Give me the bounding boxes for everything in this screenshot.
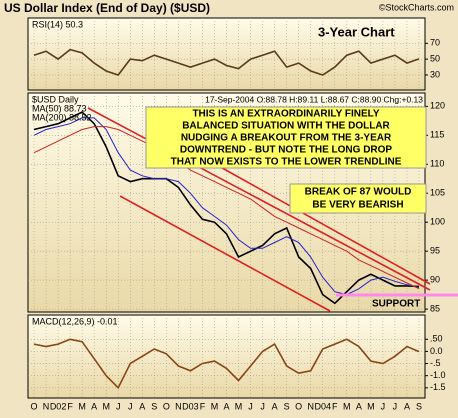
- x-tick-label: D03: [182, 401, 199, 411]
- legend-entry: MA(50) 88.73: [32, 103, 87, 113]
- x-tick-label: J: [248, 401, 253, 411]
- y-tick-label: 70: [430, 38, 440, 48]
- x-tick-label: J: [393, 401, 398, 411]
- support-label: SUPPORT: [372, 299, 420, 310]
- y-tick-label: 100: [430, 217, 445, 227]
- x-tick-label: N: [43, 401, 50, 411]
- trendline: [87, 107, 431, 291]
- trendline: [119, 195, 331, 312]
- legend-entry: $USD Daily: [32, 94, 79, 104]
- x-tick-label: J: [260, 401, 265, 411]
- series-line: [33, 117, 420, 296]
- x-tick-label: N: [175, 401, 182, 411]
- x-tick-label: S: [416, 401, 422, 411]
- annotation-box: [145, 106, 427, 169]
- x-tick-label: O: [163, 401, 170, 411]
- annotation: BALANCED SITUATION WITH THE DOLLAR: [182, 121, 390, 132]
- price-info: 17-Sep-2004 O:88.78 H:89.11 L:88.67 C:88…: [205, 94, 423, 104]
- annotation: NUDGING A BREAKOUT FROM THE 3-YEAR: [181, 133, 392, 144]
- series-line: [33, 338, 420, 390]
- x-tick-label: F: [332, 401, 338, 411]
- y-tick-label: 90: [430, 275, 440, 285]
- x-tick-label: M: [367, 401, 375, 411]
- x-tick-label: J: [116, 401, 121, 411]
- annotation: THAT NOW EXISTS TO THE LOWER TRENDLINE: [171, 157, 402, 168]
- x-tick-label: M: [235, 401, 243, 411]
- y-tick-label: 0.0: [430, 346, 443, 356]
- y-tick-label: 110: [430, 159, 444, 169]
- annotation: BREAK OF 87 WOULD: [305, 187, 412, 198]
- y-tick-label: -.5: [430, 358, 441, 368]
- series-line: [33, 48, 420, 76]
- subtitle: 3-Year Chart: [318, 24, 395, 39]
- legend-entry: RSI(14) 50.3: [32, 19, 83, 29]
- y-tick-label: 120: [430, 101, 445, 111]
- y-tick-label: 95: [430, 246, 440, 256]
- x-tick-label: J: [381, 401, 386, 411]
- y-tick-label: -1.0: [430, 370, 446, 380]
- x-tick-label: A: [356, 401, 362, 411]
- x-tick-label: D04: [314, 401, 331, 411]
- x-tick-label: F: [67, 401, 73, 411]
- x-tick-label: A: [404, 401, 410, 411]
- y-tick-label: -1.5: [430, 382, 446, 392]
- x-tick-label: M: [78, 401, 86, 411]
- y-tick-label: 115: [430, 130, 444, 140]
- legend-entry: MA(200) 88.52: [32, 112, 92, 122]
- series-line: [33, 126, 420, 290]
- source: ©StockCharts.com: [379, 2, 454, 12]
- x-tick-label: F: [200, 401, 206, 411]
- y-tick-label: 50: [430, 54, 440, 64]
- x-tick-label: M: [102, 401, 110, 411]
- legend-entry: MACD(12,26,9) -0.01: [32, 316, 118, 326]
- annotation: DOWNTREND - BUT NOTE THE LONG DROP: [180, 145, 393, 156]
- x-tick-label: A: [223, 401, 229, 411]
- annotation: THIS IS AN EXTRAORDINARILY FINELY: [192, 109, 379, 120]
- x-tick-label: O: [31, 401, 38, 411]
- annotation-box: [289, 183, 427, 214]
- x-tick-label: O: [295, 401, 302, 411]
- annotation: BE VERY BEARISH: [312, 200, 403, 211]
- x-tick-label: D02: [50, 401, 67, 411]
- x-tick-label: M: [211, 401, 219, 411]
- y-tick-label: 105: [430, 188, 445, 198]
- x-tick-label: A: [272, 401, 278, 411]
- y-tick-label: 85: [430, 303, 440, 313]
- y-tick-label: 30: [430, 69, 440, 79]
- x-tick-label: M: [343, 401, 351, 411]
- x-tick-label: S: [151, 401, 157, 411]
- trendline: [189, 149, 431, 285]
- page-title: US Dollar Index (End of Day) ($USD): [4, 1, 210, 15]
- y-tick-label: .50: [430, 334, 443, 344]
- x-tick-label: A: [91, 401, 97, 411]
- x-tick-label: J: [128, 401, 133, 411]
- x-tick-label: A: [139, 401, 145, 411]
- series-line: [33, 111, 420, 305]
- x-tick-label: N: [307, 401, 314, 411]
- x-tick-label: S: [284, 401, 290, 411]
